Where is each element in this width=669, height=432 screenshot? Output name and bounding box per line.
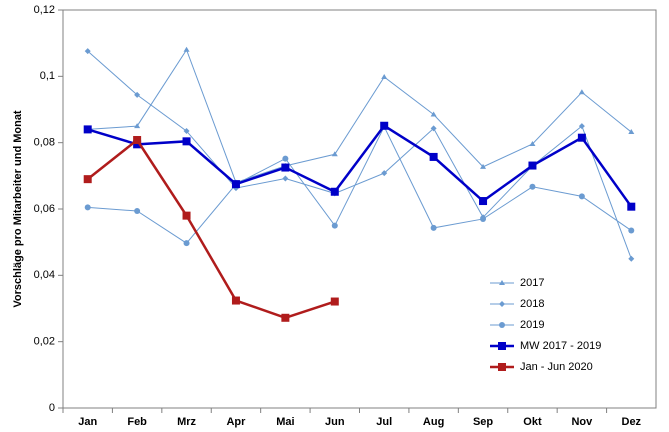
- marker: [331, 151, 338, 157]
- marker: [430, 224, 437, 231]
- marker: [281, 313, 290, 322]
- marker: [331, 222, 338, 229]
- x-tick-label: Okt: [523, 416, 542, 428]
- marker: [83, 125, 92, 134]
- marker: [577, 133, 586, 142]
- legend-label: 2019: [520, 319, 544, 331]
- y-tick-label: 0,04: [34, 269, 55, 281]
- legend-label: 2018: [520, 298, 544, 310]
- marker: [133, 140, 142, 149]
- marker: [182, 137, 191, 146]
- x-tick-label: Apr: [226, 416, 246, 428]
- marker: [628, 227, 635, 234]
- x-tick-label: Dez: [622, 416, 642, 428]
- y-tick-label: 0,08: [34, 137, 55, 149]
- marker: [84, 48, 91, 55]
- x-tick-label: Sep: [473, 416, 493, 428]
- marker: [84, 204, 91, 211]
- series-line: [87, 125, 632, 244]
- marker: [330, 187, 339, 196]
- marker: [430, 125, 437, 132]
- legend-label: Jan - Jun 2020: [520, 361, 593, 373]
- x-tick-label: Jun: [325, 416, 345, 428]
- marker: [628, 255, 635, 262]
- marker: [380, 121, 389, 130]
- marker: [134, 207, 141, 214]
- marker: [498, 363, 506, 371]
- marker: [134, 91, 141, 98]
- marker: [499, 322, 505, 328]
- marker: [528, 161, 537, 170]
- y-tick-label: 0: [49, 402, 55, 414]
- y-tick-label: 0,02: [34, 336, 55, 348]
- marker: [183, 128, 190, 135]
- marker: [498, 342, 506, 350]
- legend: 2017 2018 2019 MW 2017 - 2019 Jan - Jun 2020: [490, 277, 601, 373]
- marker: [133, 136, 142, 145]
- marker: [479, 197, 488, 206]
- marker: [499, 301, 505, 307]
- marker: [83, 175, 92, 184]
- marker: [480, 215, 487, 222]
- marker: [182, 211, 191, 220]
- marker: [578, 193, 585, 200]
- y-tick-label: 0,06: [34, 203, 55, 215]
- marker: [231, 180, 240, 189]
- marker: [578, 123, 585, 130]
- series-line: [87, 50, 632, 259]
- series-line: [87, 48, 632, 184]
- marker: [282, 175, 289, 182]
- legend-label: 2017: [520, 277, 544, 289]
- marker: [429, 152, 438, 161]
- series-line: [86, 138, 336, 320]
- marker: [480, 163, 487, 169]
- x-tick-label: Jan: [78, 416, 97, 428]
- marker: [381, 170, 388, 177]
- x-tick-label: Aug: [423, 416, 444, 428]
- marker: [499, 280, 505, 285]
- x-tick-label: Feb: [127, 416, 147, 428]
- marker: [134, 123, 141, 129]
- y-tick-label: 0,1: [40, 70, 55, 82]
- x-tick-label: Jul: [376, 416, 392, 428]
- marker: [231, 296, 240, 305]
- marker: [430, 111, 437, 117]
- series-line: [87, 124, 633, 208]
- marker: [628, 129, 635, 135]
- marker: [529, 140, 536, 146]
- y-tick-label: 0,12: [34, 4, 55, 16]
- marker: [529, 183, 536, 190]
- marker: [183, 46, 190, 52]
- marker: [627, 202, 636, 211]
- marker: [183, 240, 190, 247]
- marker: [330, 297, 339, 306]
- marker: [381, 73, 388, 79]
- x-tick-label: Mai: [276, 416, 294, 428]
- legend-label: MW 2017 - 2019: [520, 340, 601, 352]
- marker: [281, 163, 290, 172]
- x-tick-label: Nov: [571, 416, 593, 428]
- y-axis-label: Vorschläge pro Mitarbeiter und Monat: [12, 110, 24, 308]
- marker: [282, 155, 289, 162]
- x-tick-label: Mrz: [177, 416, 196, 428]
- marker: [578, 89, 585, 95]
